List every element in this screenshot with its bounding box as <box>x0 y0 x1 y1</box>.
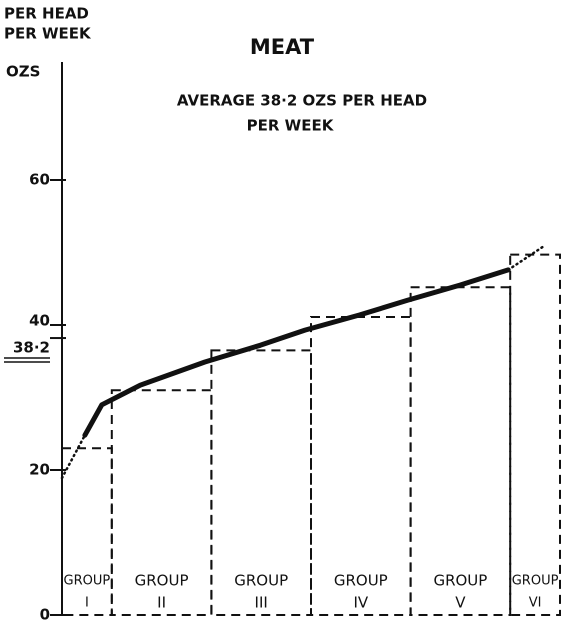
group-label: GROUP <box>512 574 559 589</box>
group-label: V <box>455 594 466 612</box>
group-label: I <box>85 596 89 611</box>
group-label: VI <box>529 596 542 611</box>
curve-dotted <box>506 244 547 272</box>
bar <box>310 316 412 616</box>
group-label: II <box>157 594 166 612</box>
chart-title: MEAT <box>250 35 315 59</box>
curve-dotted <box>60 433 87 480</box>
y-tick-label: 38·2 <box>13 339 50 357</box>
bar <box>210 349 312 616</box>
annotation: AVERAGE 38·2 OZS PER HEAD <box>177 92 427 110</box>
bar <box>509 253 562 617</box>
unit-label: PER WEEK <box>4 25 92 43</box>
y-tick-label: 40 <box>29 312 50 330</box>
unit-label: PER HEAD <box>4 5 89 23</box>
y-tick-label: 20 <box>29 461 50 479</box>
y-tick-label: 60 <box>29 171 50 189</box>
group-label: GROUP <box>135 572 189 590</box>
group-label: GROUP <box>64 574 111 589</box>
y-tick-label: 0 <box>40 606 50 624</box>
bar <box>61 447 113 616</box>
group-label: IV <box>353 594 368 612</box>
group-label: III <box>255 594 268 612</box>
curve <box>82 267 511 438</box>
y-axis-label: OZS <box>6 63 40 81</box>
annotation: PER WEEK <box>247 117 335 135</box>
bar <box>409 286 512 616</box>
group-label: GROUP <box>234 572 288 590</box>
group-label: GROUP <box>433 572 487 590</box>
group-label: GROUP <box>334 572 388 590</box>
